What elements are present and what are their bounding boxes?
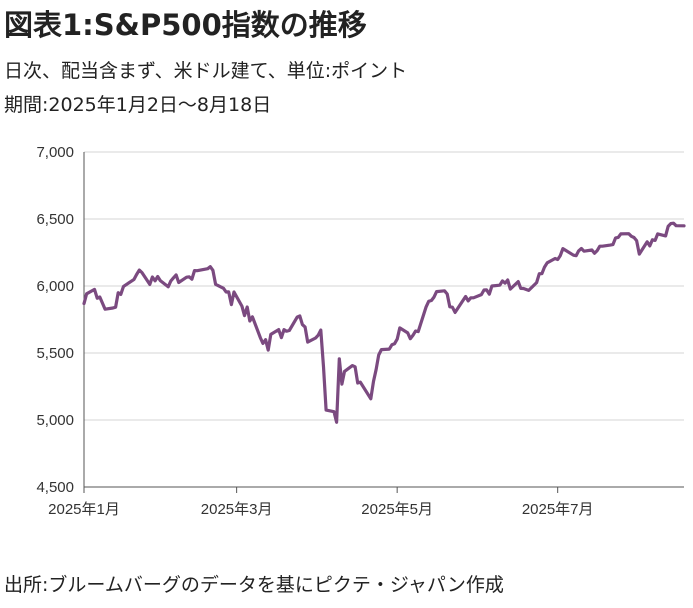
source-note: 出所:ブルームバーグのデータを基にピクテ・ジャパン作成 <box>4 574 504 596</box>
chart-period: 期間:2025年1月2日～8月18日 <box>4 94 272 116</box>
chart-subtitle: 日次、配当含まず、米ドル建て、単位:ポイント <box>4 60 408 82</box>
y-tick-label: 5,000 <box>36 412 74 429</box>
x-tick-label: 2025年5月 <box>361 501 433 518</box>
x-tick-label: 2025年7月 <box>522 501 594 518</box>
y-tick-label: 6,000 <box>36 278 74 295</box>
x-tick-label: 2025年3月 <box>201 501 273 518</box>
x-tick-label: 2025年1月 <box>48 501 120 518</box>
chart-title: 図表1:S&P500指数の推移 <box>4 8 367 42</box>
y-tick-label: 5,500 <box>36 345 74 362</box>
y-tick-label: 6,500 <box>36 211 74 228</box>
sp500-series-line <box>82 221 686 424</box>
y-tick-label: 7,000 <box>36 144 74 161</box>
y-tick-label: 4,500 <box>36 479 74 496</box>
